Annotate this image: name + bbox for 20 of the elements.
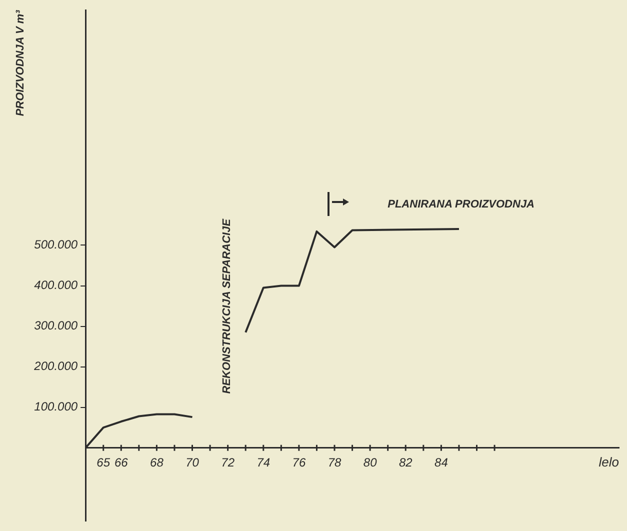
x-tick-label: 78: [328, 455, 342, 470]
annotation: REKONSTRUKCIJA SEPARACIJE: [220, 218, 233, 394]
y-tick-label: 300.000: [34, 318, 78, 333]
x-tick-label: 82: [398, 455, 413, 470]
annotation: PLANIRANA PROIZVODNJA: [388, 198, 535, 210]
x-tick-label: 65: [96, 455, 110, 470]
x-tick-label: 80: [363, 455, 378, 470]
x-tick-label: 72: [221, 455, 235, 470]
x-tick-label: 68: [150, 455, 164, 470]
x-tick-label: 84: [434, 455, 448, 470]
y-tick-label: 100.000: [34, 400, 78, 414]
y-tick-label: 500.000: [34, 238, 78, 252]
x-tick-label: 70: [186, 455, 200, 470]
x-tick-label: 66: [114, 455, 128, 470]
x-axis-title: lelo: [598, 454, 619, 470]
x-tick-label: 74: [256, 455, 270, 470]
y-tick-label: 200.000: [33, 359, 78, 374]
y-axis-title: PROIZVODNJA V m³: [14, 10, 27, 116]
x-tick-label: 76: [292, 455, 306, 470]
y-tick-label: 400.000: [34, 278, 78, 292]
